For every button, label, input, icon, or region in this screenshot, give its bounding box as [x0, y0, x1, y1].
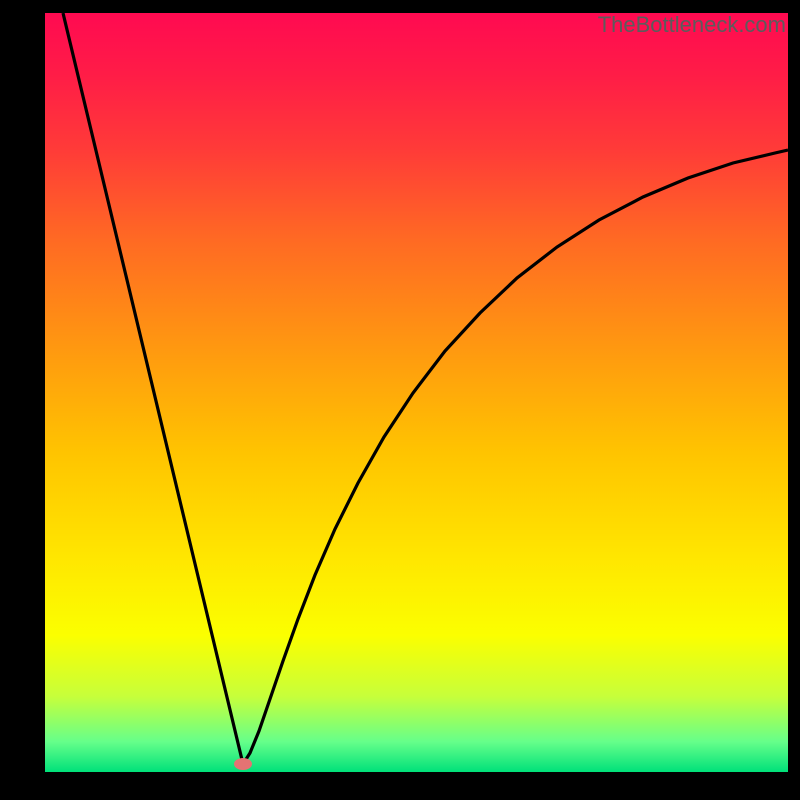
curve-path: [63, 13, 788, 764]
optimum-marker: [234, 758, 252, 770]
plot-area: [45, 13, 788, 772]
watermark-text: TheBottleneck.com: [598, 12, 786, 38]
bottleneck-curve: [45, 13, 788, 772]
